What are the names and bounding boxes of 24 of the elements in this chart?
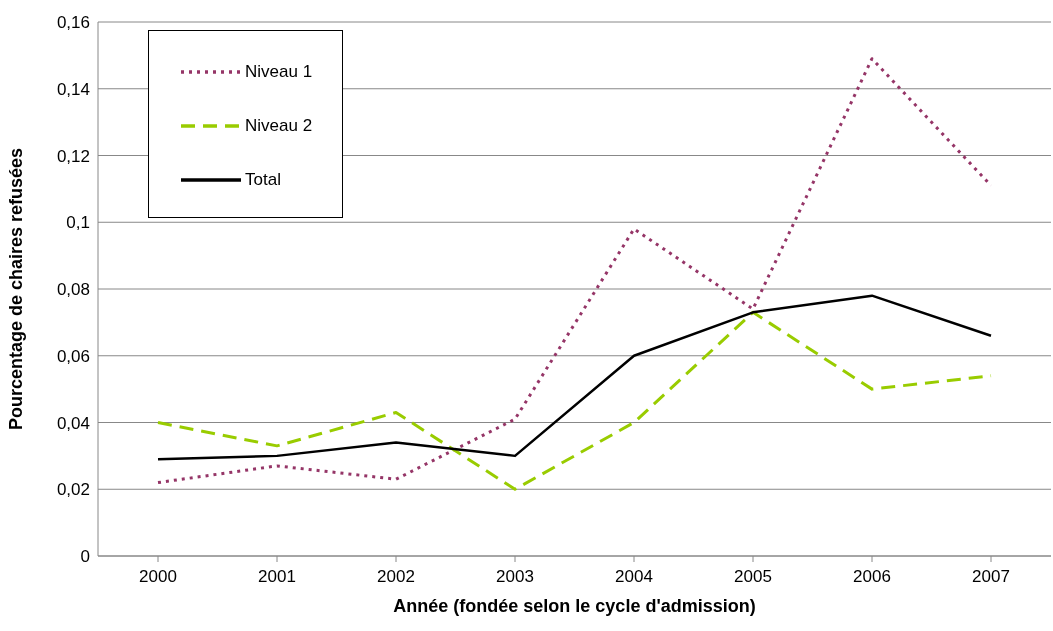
y-axis-title: Pourcentage de chaires refusées [6, 147, 27, 431]
x-tick-label: 2003 [496, 567, 534, 587]
x-tick-label: 2005 [734, 567, 772, 587]
x-tick-label: 2004 [615, 567, 653, 587]
x-axis-title: Année (fondée selon le cycle d'admission) [393, 596, 756, 616]
y-tick-label: 0,04 [56, 413, 90, 433]
y-tick-label: 0,14 [56, 79, 90, 99]
x-tick-label: 2001 [258, 567, 296, 587]
legend-label: Niveau 2 [245, 116, 313, 136]
y-tick-label: 0,06 [56, 346, 90, 366]
x-tick-label: 2002 [377, 567, 415, 587]
x-tick-label: 2000 [139, 567, 177, 587]
line-series [156, 294, 993, 461]
x-tick-label: 2007 [972, 567, 1010, 587]
y-tick-label: 0,02 [56, 480, 90, 500]
x-tick-label: 2006 [853, 567, 891, 587]
y-tick-label: 0,16 [56, 13, 90, 33]
y-tick-label: 0,08 [56, 280, 90, 300]
legend-label: Total [245, 170, 281, 190]
line-series [156, 310, 993, 491]
legend-label: Niveau 1 [245, 62, 313, 82]
y-tick-label: 0 [80, 547, 90, 567]
y-tick-label: 0,12 [56, 146, 90, 166]
y-tick-label: 0,1 [66, 213, 90, 233]
